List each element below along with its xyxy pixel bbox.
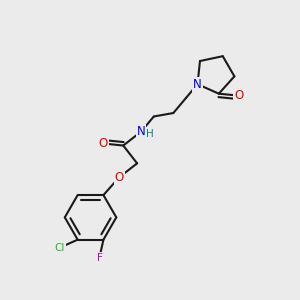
Text: F: F bbox=[97, 253, 102, 262]
Text: H: H bbox=[146, 129, 154, 139]
Text: O: O bbox=[99, 137, 108, 150]
Text: O: O bbox=[234, 89, 243, 102]
Text: N: N bbox=[193, 78, 202, 91]
Text: O: O bbox=[115, 171, 124, 184]
Text: N: N bbox=[137, 125, 146, 138]
Text: Cl: Cl bbox=[55, 243, 65, 253]
